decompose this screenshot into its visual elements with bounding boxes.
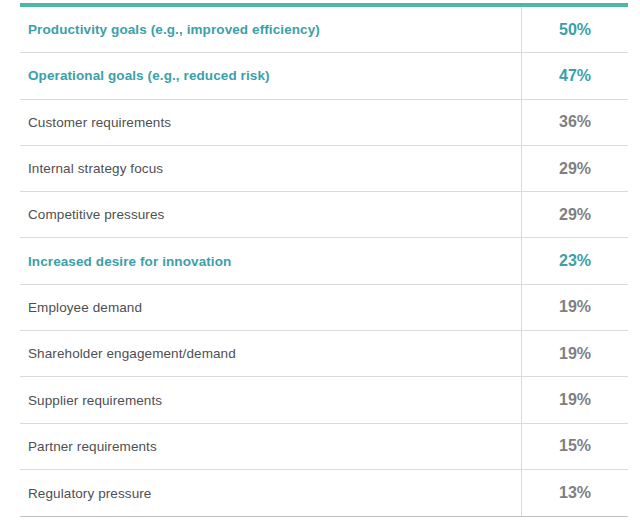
- row-label: Increased desire for innovation: [20, 238, 521, 283]
- row-value: 19%: [521, 285, 628, 330]
- row-value: 50%: [521, 7, 628, 52]
- row-label: Supplier requirements: [20, 377, 521, 422]
- row-label: Employee demand: [20, 285, 521, 330]
- row-label: Productivity goals (e.g., improved effic…: [20, 7, 521, 52]
- row-value: 23%: [521, 238, 628, 283]
- row-value: 47%: [521, 53, 628, 98]
- table-row: Regulatory pressure13%: [20, 470, 628, 516]
- table-row: Productivity goals (e.g., improved effic…: [20, 7, 628, 53]
- row-value: 15%: [521, 424, 628, 469]
- table-row: Customer requirements36%: [20, 100, 628, 146]
- row-label: Partner requirements: [20, 424, 521, 469]
- row-label: Customer requirements: [20, 100, 521, 145]
- table-row: Increased desire for innovation23%: [20, 238, 628, 284]
- table-row: Competitive pressures29%: [20, 192, 628, 238]
- row-label: Operational goals (e.g., reduced risk): [20, 53, 521, 98]
- row-value: 29%: [521, 146, 628, 191]
- table-row: Partner requirements15%: [20, 424, 628, 470]
- row-value: 19%: [521, 331, 628, 376]
- row-value: 36%: [521, 100, 628, 145]
- row-label: Internal strategy focus: [20, 146, 521, 191]
- row-label: Regulatory pressure: [20, 470, 521, 516]
- table-row: Employee demand19%: [20, 285, 628, 331]
- table-row: Internal strategy focus29%: [20, 146, 628, 192]
- table-row: Operational goals (e.g., reduced risk)47…: [20, 53, 628, 99]
- row-value: 19%: [521, 377, 628, 422]
- row-label: Shareholder engagement/demand: [20, 331, 521, 376]
- row-value: 13%: [521, 470, 628, 516]
- drivers-table: Productivity goals (e.g., improved effic…: [20, 3, 628, 517]
- row-label: Competitive pressures: [20, 192, 521, 237]
- row-value: 29%: [521, 192, 628, 237]
- table-row: Shareholder engagement/demand19%: [20, 331, 628, 377]
- table-row: Supplier requirements19%: [20, 377, 628, 423]
